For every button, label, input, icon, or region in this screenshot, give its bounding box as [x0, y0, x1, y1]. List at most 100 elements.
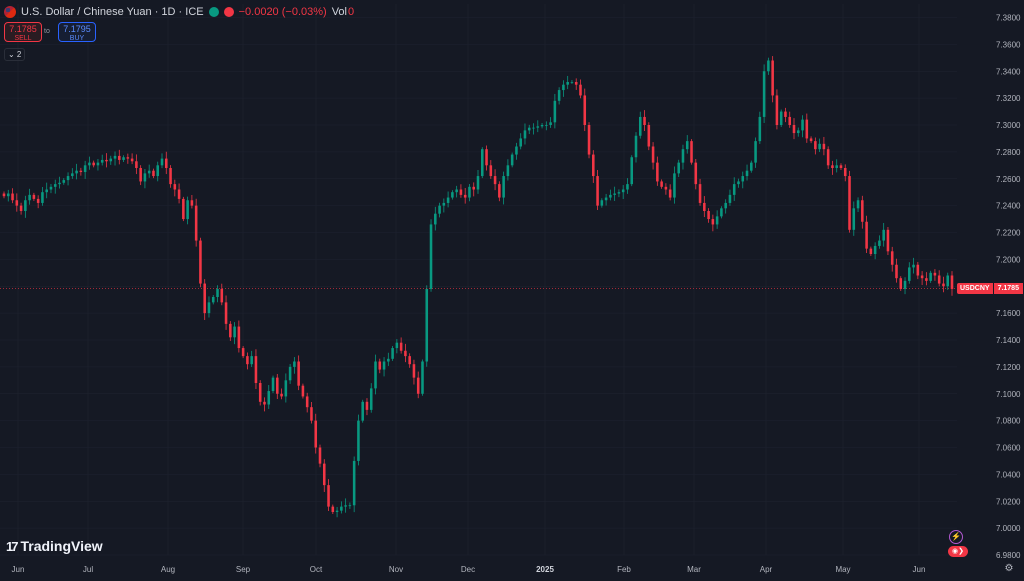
candle-body	[348, 505, 352, 507]
candle-body	[728, 194, 732, 203]
candle-body	[446, 197, 450, 203]
candle-body	[540, 125, 544, 127]
candle-body	[566, 82, 569, 85]
candle-body	[737, 181, 740, 185]
x-tick-label: Dec	[461, 565, 475, 574]
candle-body	[489, 165, 493, 177]
sell-price: 7.1785	[9, 24, 37, 34]
candle-body	[634, 135, 638, 158]
candle-body	[391, 348, 394, 359]
collapse-indicators-button[interactable]: ⌄ 2	[4, 48, 26, 61]
candle-body	[11, 193, 14, 201]
tradingview-logo-icon: 17	[6, 538, 19, 554]
volume-label: Vol0	[331, 6, 355, 18]
candle-body	[113, 155, 117, 159]
lightning-icon[interactable]: ⚡	[949, 530, 963, 544]
candle-body	[160, 158, 164, 166]
candle-body	[71, 173, 74, 177]
alert-icon[interactable]	[223, 7, 234, 17]
candle-body	[378, 361, 382, 370]
y-tick-label: 7.1400	[996, 336, 1021, 345]
candle-body	[438, 205, 441, 214]
candle-body	[861, 200, 864, 222]
candle-body	[685, 141, 689, 150]
candle-body	[241, 348, 245, 357]
candle-body	[6, 193, 10, 197]
candle-body	[425, 288, 429, 362]
volume-value: 0	[347, 6, 355, 18]
candle-body	[468, 186, 471, 198]
candle-body	[762, 71, 766, 117]
y-tick-label: 7.0400	[996, 470, 1021, 479]
y-tick-label: 7.2200	[996, 229, 1021, 238]
candle-body	[651, 146, 655, 163]
price-axis[interactable]: 7.3800 7.3600 7.3400 7.3200 7.3000 7.2800 7.26…	[996, 14, 1021, 561]
candle-body	[45, 189, 48, 193]
candle-body	[395, 342, 399, 349]
candle-body	[621, 189, 625, 193]
y-tick-label: 7.3000	[996, 121, 1021, 130]
market-open-icon[interactable]	[208, 7, 219, 17]
y-tick-label: 7.3600	[996, 40, 1021, 49]
candle-body	[754, 141, 757, 163]
y-tick-label: 7.0000	[996, 524, 1021, 533]
candle-body	[15, 200, 19, 206]
replay-icon[interactable]: ◉❯	[948, 546, 968, 557]
candle-body	[130, 158, 134, 162]
x-tick-label: Sep	[236, 565, 251, 574]
candle-body	[673, 173, 676, 198]
candle-body	[224, 302, 228, 324]
candle-body	[903, 280, 907, 289]
candle-body	[297, 361, 300, 386]
candle-body	[745, 170, 749, 177]
candle-body	[515, 146, 518, 155]
candle-body	[950, 275, 954, 289]
tradingview-logo[interactable]: 17 TradingView	[6, 538, 103, 554]
candle-body	[173, 184, 177, 190]
candle-body	[698, 184, 702, 203]
candle-body	[357, 420, 360, 461]
candle-body	[310, 407, 313, 421]
candle-body	[109, 158, 113, 162]
candle-body	[92, 162, 95, 166]
candle-body	[199, 240, 202, 284]
candle-body	[775, 95, 779, 125]
candle-body	[429, 224, 433, 289]
candle-body	[493, 176, 497, 185]
candle-body	[694, 162, 698, 185]
candle-body	[186, 200, 189, 220]
candle-body	[143, 173, 147, 182]
time-axis[interactable]: Jun Jul Aug Sep Oct Nov Dec 2025 Feb Mar Apr May Jun	[12, 565, 926, 574]
candle-body	[190, 200, 194, 206]
candle-body	[643, 116, 646, 125]
candle-body	[404, 350, 407, 357]
candle-body	[365, 401, 369, 410]
candle-body	[382, 361, 386, 370]
candle-body	[177, 189, 181, 199]
sell-button[interactable]: 7.1785 SELL	[4, 22, 42, 42]
x-tick-label: 2025	[536, 565, 554, 574]
candle-body	[327, 485, 330, 507]
buy-button[interactable]: 7.1795 BUY	[58, 22, 96, 42]
candle-body	[814, 141, 817, 150]
candle-body	[41, 192, 44, 203]
candle-body	[792, 125, 796, 134]
candle-body	[630, 157, 634, 185]
symbol-title[interactable]: U.S. Dollar / Chinese Yuan · 1D · ICE	[21, 6, 204, 18]
candle-body	[805, 119, 809, 139]
candle-body	[485, 149, 488, 166]
candle-body	[557, 90, 561, 101]
candle-body	[498, 184, 501, 198]
candle-body	[164, 158, 168, 168]
candle-body	[724, 202, 727, 209]
candle-body	[28, 194, 31, 201]
candle-body	[459, 189, 463, 195]
candle-body	[784, 111, 787, 117]
candle-body	[276, 377, 279, 394]
spread-label: to	[44, 28, 50, 35]
candle-body	[873, 245, 877, 254]
candle-body	[912, 264, 915, 268]
gear-icon[interactable]: ⚙	[1004, 563, 1014, 574]
x-tick-label: Oct	[310, 565, 323, 574]
